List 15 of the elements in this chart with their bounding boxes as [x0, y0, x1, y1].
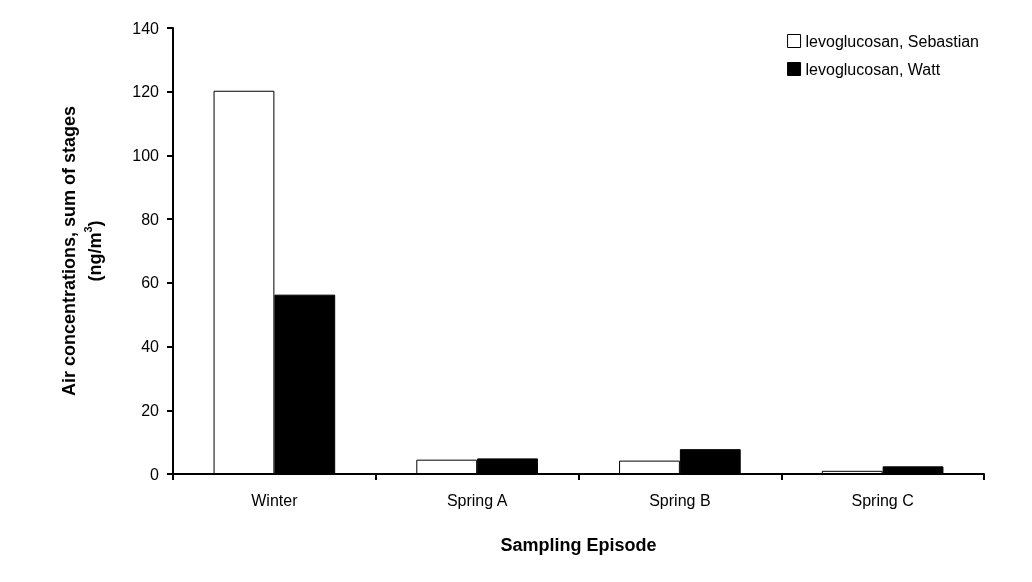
y-tick-label: 40	[141, 338, 160, 356]
y-tick-label: 60	[141, 274, 160, 292]
y-tick-label: 0	[150, 465, 160, 483]
x-tick-label: Spring A	[446, 491, 508, 509]
legend-label: levoglucosan, Sebastian	[805, 32, 979, 50]
legend-label: levoglucosan, Watt	[805, 60, 941, 78]
y-tick-label: 20	[141, 401, 160, 419]
x-tick-label: Spring B	[649, 491, 711, 509]
y-tick-label: 140	[132, 19, 160, 37]
x-tick-label: Winter	[251, 491, 299, 509]
y-tick-label: 120	[132, 83, 160, 101]
x-axis-title: Sampling Episode	[500, 535, 657, 555]
y-tick-label: 80	[141, 210, 160, 228]
x-tick-label: Spring C	[851, 491, 914, 509]
y-tick-label: 100	[132, 146, 160, 164]
